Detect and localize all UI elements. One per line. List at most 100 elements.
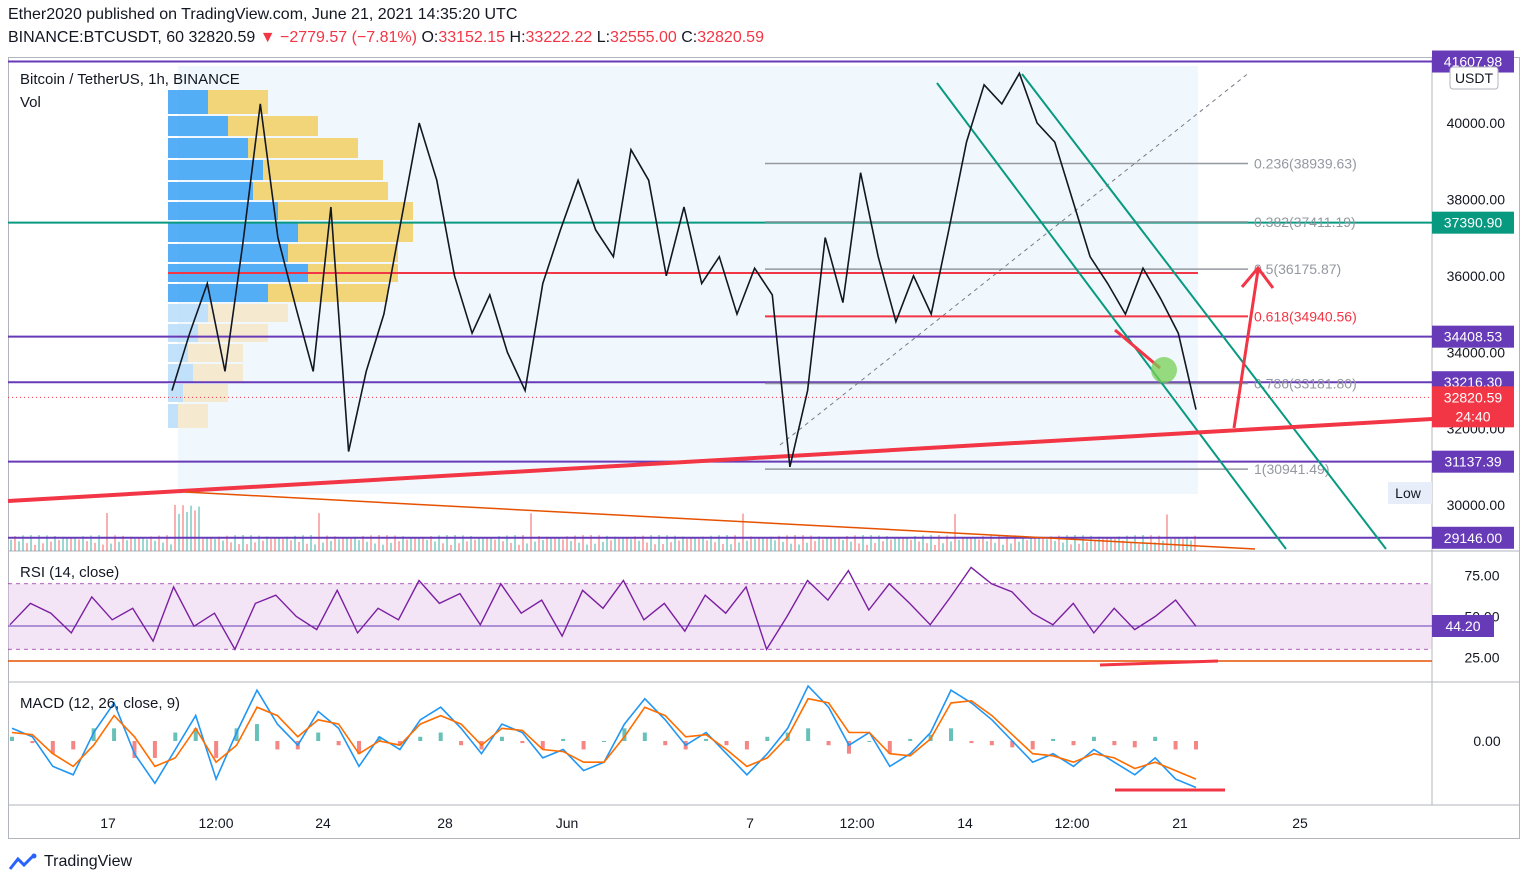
volume-bar <box>10 539 12 551</box>
macd-histogram-bar <box>112 728 117 741</box>
volume-bar <box>1094 540 1096 551</box>
volume-bar <box>1046 539 1048 551</box>
volume-profile-down-bar <box>253 182 388 200</box>
volume-bar <box>1014 535 1016 551</box>
volume-bar <box>242 535 244 551</box>
volume-bar <box>514 535 516 551</box>
macd-histogram-bar <box>520 741 525 744</box>
price-level-badge <box>1432 325 1514 348</box>
volume-bar <box>102 544 104 551</box>
macd-histogram-bar <box>581 741 586 750</box>
volume-bar <box>530 513 532 551</box>
volume-bar <box>522 535 524 551</box>
volume-bar <box>774 540 776 551</box>
volume-profile-up-bar <box>168 160 263 180</box>
macd-histogram-bar <box>561 738 566 741</box>
volume-bar <box>274 537 276 551</box>
volume-bar <box>898 538 900 551</box>
macd-pane-title: MACD (12, 26, close, 9) <box>20 695 181 712</box>
volume-bar <box>1042 537 1044 551</box>
macd-histogram-bar <box>254 724 259 741</box>
volume-bar <box>1114 539 1116 551</box>
fib-level-label: 1(30941.49) <box>1254 461 1330 477</box>
volume-bar <box>302 535 304 551</box>
volume-bar <box>938 535 940 551</box>
volume-bar <box>1066 535 1068 551</box>
volume-bar <box>118 541 120 551</box>
drawn-arrow-down <box>1114 328 1161 370</box>
volume-bar <box>434 541 436 551</box>
volume-bar <box>962 536 964 551</box>
volume-bar <box>598 535 600 551</box>
volume-bar <box>1038 537 1040 551</box>
volume-bar <box>34 544 36 551</box>
macd-histogram-bar <box>91 728 96 741</box>
tradingview-brand[interactable]: TradingView <box>8 853 132 871</box>
volume-bar <box>510 542 512 551</box>
volume-profile-up-bar <box>168 90 208 114</box>
volume-bar <box>378 535 380 551</box>
time-axis-tick-label: 24 <box>315 815 331 831</box>
macd-axis-tick-label: 0.00 <box>1473 733 1500 749</box>
volume-bar <box>318 513 320 551</box>
high-label: H: <box>509 29 526 46</box>
volume-bar <box>994 542 996 551</box>
volume-bar <box>254 542 256 551</box>
macd-histogram-bar <box>71 741 76 750</box>
volume-bar <box>550 538 552 551</box>
volume-profile-up-bar <box>168 202 278 220</box>
macd-histogram-bar <box>969 741 974 744</box>
currency-badge-text: USDT <box>1455 70 1494 86</box>
channel-upper-line <box>1021 73 1387 550</box>
price-level-badge-label: 41607.98 <box>1444 54 1503 70</box>
volume-bar <box>734 535 736 551</box>
time-axis-tick-label: 12:00 <box>1054 815 1089 831</box>
macd-histogram-bar <box>193 728 198 741</box>
last-price-badge-value: 32820.59 <box>1444 389 1503 405</box>
fib-level-label: 0.236(38939.63) <box>1254 155 1357 171</box>
channel-lower-line <box>936 82 1287 550</box>
last-price: 32820.59 <box>188 29 256 46</box>
volume-bar <box>246 544 248 551</box>
volume-bar <box>370 535 372 551</box>
rsi-line <box>9 566 1197 651</box>
volume-bar <box>1110 537 1112 551</box>
rsi-divergence-line <box>1099 659 1219 667</box>
volume-bar <box>322 542 324 551</box>
macd-histogram-bar <box>704 738 709 741</box>
volume-bar <box>526 543 528 551</box>
macd-histogram-bar <box>1153 736 1158 741</box>
volume-bar <box>386 535 388 551</box>
volume-bar <box>626 537 628 551</box>
volume-profile-down-bar <box>198 324 268 342</box>
volume-bar <box>74 537 76 551</box>
tradingview-logo-icon <box>8 853 37 870</box>
volume-bar <box>806 542 808 551</box>
fib-level-label: 0.382(37411.19) <box>1254 214 1356 230</box>
volume-bar <box>42 543 44 551</box>
volume-bar <box>186 512 188 551</box>
volume-bar <box>702 536 704 551</box>
volume-bar <box>490 537 492 551</box>
volume-bar <box>234 535 236 551</box>
volume-bar <box>710 535 712 551</box>
volume-bar <box>238 544 240 551</box>
volume-bar <box>230 542 232 551</box>
volume-bar <box>542 540 544 551</box>
macd-histogram-bar <box>1132 741 1137 748</box>
macd-histogram-bar <box>1194 741 1198 750</box>
volume-bar <box>562 539 564 551</box>
volume-bar <box>1118 536 1120 551</box>
volume-bar <box>766 538 768 551</box>
time-axis-tick-label: Jun <box>556 815 579 831</box>
volume-bar <box>914 536 916 551</box>
volume-bar <box>862 535 864 551</box>
volume-profile-up-bar <box>168 116 228 136</box>
macd-histogram-bar <box>989 741 994 746</box>
volume-bar <box>134 538 136 551</box>
volume-bar <box>398 541 400 551</box>
volume-bar <box>642 535 644 551</box>
volume-profile-down-bar <box>248 138 358 158</box>
price-axis-tick-label: 36000.00 <box>1447 268 1506 284</box>
